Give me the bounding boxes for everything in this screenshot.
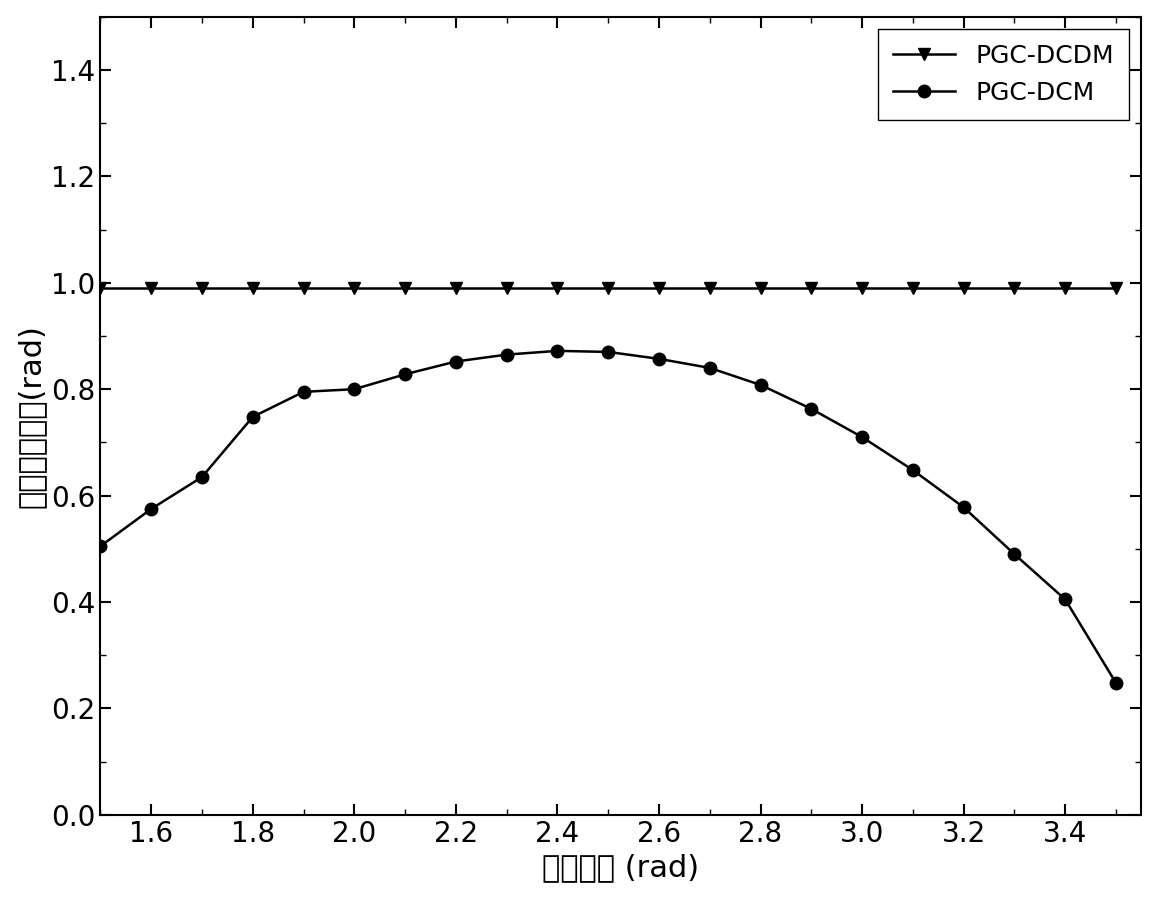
PGC-DCDM: [805, 282, 819, 293]
PGC-DCDM: [703, 282, 717, 293]
PGC-DCM: [652, 353, 666, 364]
Y-axis label: 解调相位幅値(rad): 解调相位幅値(rad): [16, 324, 45, 508]
PGC-DCM: [805, 404, 819, 414]
PGC-DCM: [754, 379, 768, 390]
PGC-DCM: [94, 541, 108, 552]
PGC-DCDM: [906, 282, 919, 293]
PGC-DCDM: [449, 282, 463, 293]
PGC-DCDM: [296, 282, 310, 293]
PGC-DCDM: [855, 282, 868, 293]
PGC-DCM: [195, 472, 208, 483]
PGC-DCM: [398, 369, 412, 379]
PGC-DCM: [1058, 594, 1072, 605]
PGC-DCM: [957, 502, 970, 512]
PGC-DCDM: [145, 282, 159, 293]
PGC-DCDM: [957, 282, 970, 293]
PGC-DCDM: [347, 282, 361, 293]
PGC-DCDM: [754, 282, 768, 293]
PGC-DCDM: [601, 282, 615, 293]
X-axis label: 调制深度 (rad): 调制深度 (rad): [542, 853, 699, 882]
Line: PGC-DCDM: PGC-DCDM: [94, 281, 1122, 294]
PGC-DCDM: [195, 282, 208, 293]
PGC-DCDM: [94, 282, 108, 293]
PGC-DCDM: [500, 282, 514, 293]
PGC-DCM: [145, 503, 159, 514]
PGC-DCM: [906, 465, 919, 476]
PGC-DCM: [1007, 548, 1021, 559]
PGC-DCM: [703, 362, 717, 373]
PGC-DCDM: [1058, 282, 1072, 293]
PGC-DCM: [500, 349, 514, 360]
PGC-DCDM: [398, 282, 412, 293]
PGC-DCM: [601, 346, 615, 357]
Legend: PGC-DCDM, PGC-DCM: PGC-DCDM, PGC-DCM: [878, 29, 1129, 120]
PGC-DCM: [449, 356, 463, 367]
PGC-DCM: [855, 432, 868, 442]
PGC-DCDM: [245, 282, 259, 293]
PGC-DCDM: [1007, 282, 1021, 293]
PGC-DCM: [296, 387, 310, 397]
PGC-DCM: [245, 412, 259, 423]
Line: PGC-DCM: PGC-DCM: [94, 344, 1122, 690]
PGC-DCM: [347, 384, 361, 395]
PGC-DCDM: [550, 282, 564, 293]
PGC-DCM: [1109, 678, 1123, 689]
PGC-DCDM: [652, 282, 666, 293]
PGC-DCDM: [1109, 282, 1123, 293]
PGC-DCM: [550, 345, 564, 356]
